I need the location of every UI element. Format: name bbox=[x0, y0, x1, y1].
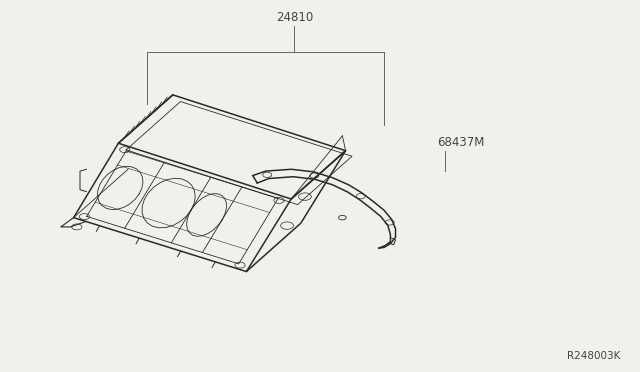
Text: 68437M: 68437M bbox=[437, 136, 484, 149]
Text: R248003K: R248003K bbox=[568, 351, 621, 361]
Text: 24810: 24810 bbox=[276, 11, 313, 24]
